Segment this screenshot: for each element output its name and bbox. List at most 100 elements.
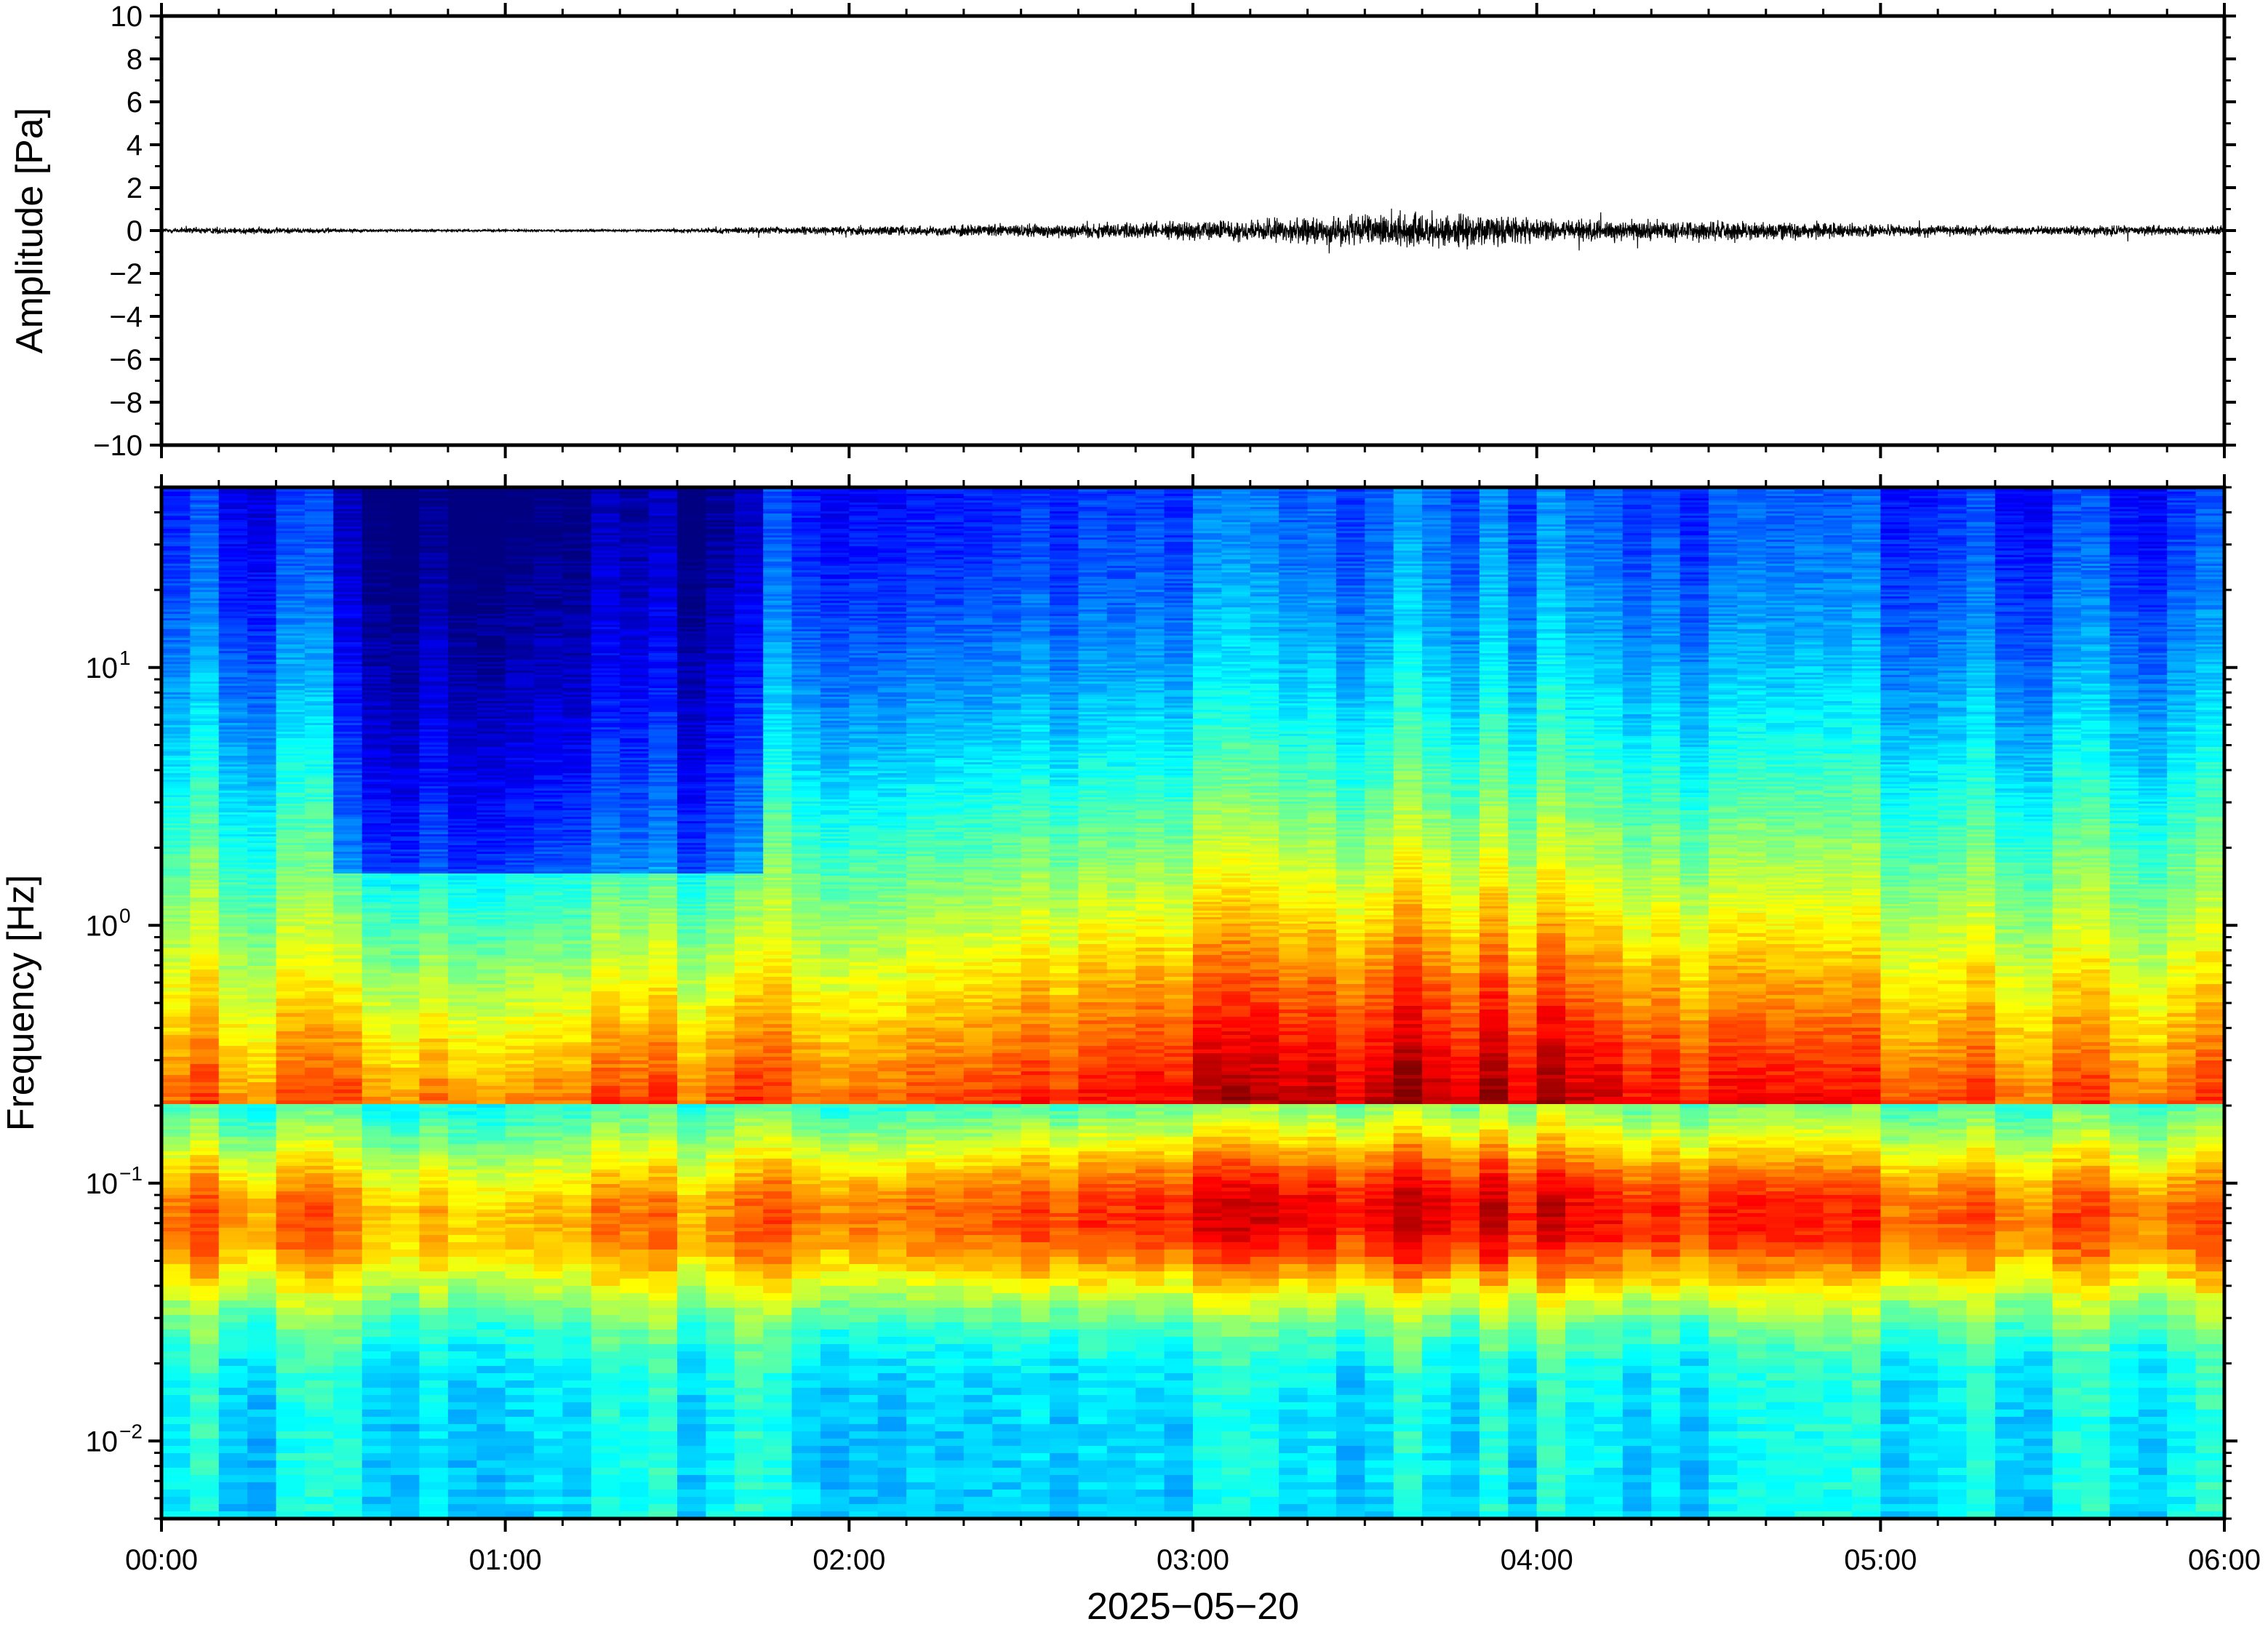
spectrogram-cell [247,1002,276,1007]
spectrogram-cell [276,1286,306,1294]
spectrogram-cell [247,1264,276,1272]
spectrogram-cell [333,980,362,985]
spectrogram-cell [506,988,535,992]
spectrogram-cell [247,1173,276,1178]
spectrogram-cell [219,1050,248,1054]
spectrogram-cell [448,1359,477,1367]
spectrogram-cell [305,1093,334,1098]
spectrogram-cell [391,977,420,981]
spectrogram-cell [247,1130,276,1134]
spectrogram-cell [420,995,449,999]
spectrogram-cell [276,1439,306,1447]
spectrogram-cell [448,1057,477,1061]
spectrogram-cell [506,1344,535,1352]
spectrogram-cell [534,1337,563,1345]
spectrogram-cell [476,1090,506,1094]
spectrogram-cell [420,1217,449,1221]
spectrogram-cell [476,1351,506,1359]
spectrogram-cell [391,1460,420,1468]
spectrogram-cell [161,1206,191,1210]
spectrogram-cell [534,1220,563,1225]
spectrogram-cell [420,1086,449,1090]
spectrogram-cell [190,1202,219,1207]
spectrogram-cell [305,1202,334,1207]
spectrogram-cell [562,1082,591,1087]
waveform-y-tick-label: 6 [127,87,143,119]
spectrogram-cell [219,1035,248,1039]
spectrogram-cell [506,995,535,999]
spectrogram-cell [161,1140,191,1145]
spectrogram-cell [247,1195,276,1199]
spectrogram-cell [534,1035,563,1039]
spectrogram-cell [247,1417,276,1425]
spectrogram-cell [219,955,248,959]
spectrogram-cell [562,1042,591,1047]
spectrogram-cell [362,1257,391,1265]
spectrogram-cell [476,1144,506,1148]
spectrogram-cell [391,970,420,974]
spectrogram-cell [476,1013,506,1018]
spectrogram-cell [305,1155,334,1159]
spectrogram-cell [391,1162,420,1167]
spectrogram-cell [276,926,306,930]
spectrogram-cell [362,1402,391,1410]
spectrogram-cell [391,1191,420,1196]
spectrogram-cell [190,1279,219,1287]
spectrogram-cell [506,962,535,967]
spectrogram-cell [333,1079,362,1083]
spectrogram-cell [362,1344,391,1352]
spectrogram-cell [305,999,334,1003]
spectrogram-cell [333,1497,362,1505]
spectrogram-cell [333,944,362,948]
spectrogram-cell [247,951,276,956]
spectrogram-cell [276,1184,306,1188]
spectrogram-cell [362,959,391,963]
spectrogram-cell [247,1322,276,1330]
spectrogram-cell [506,1504,535,1512]
spectrogram-cell [391,1250,420,1258]
spectrogram-cell [506,1395,535,1403]
spectrogram-cell [276,1199,306,1203]
spectrogram-cell [476,1180,506,1185]
spectrogram-cell [362,1460,391,1468]
spectrogram-cell [420,1460,449,1468]
spectrogram-cell [333,1170,362,1174]
spectrogram-cell [305,1100,334,1105]
spectrogram-cell [276,1293,306,1301]
spectrogram-cell [362,1202,391,1207]
spectrogram-cell [391,1177,420,1181]
spectrogram-cell [276,1191,306,1196]
spectrogram-cell [362,1060,391,1065]
spectrogram-cell [305,959,334,963]
spectrogram-cell [391,1308,420,1316]
spectrogram-cell [534,1224,563,1228]
spectrogram-cell [562,948,591,952]
spectrogram-cell [506,1242,535,1250]
spectrogram-cell [276,948,306,952]
spectrogram-cell [362,1151,391,1156]
spectrogram-cell [448,1300,477,1308]
spectrogram-cell [190,1257,219,1265]
spectrogram-cell [219,930,248,934]
spectrogram-cell [305,1151,334,1156]
spectrogram-cell [276,955,306,959]
spectrogram-cell [420,1013,449,1018]
spectrogram-cell [247,1086,276,1090]
spectrogram-cell [506,1410,535,1418]
spectrogram-cell [161,1130,191,1134]
spectrogram-cell [161,1104,191,1108]
spectrogram-cell [362,970,391,974]
spectrogram-cell [219,995,248,999]
spectrogram-cell [506,1322,535,1330]
spectrogram-cell [506,1140,535,1145]
spectrogram-cell [219,1097,248,1101]
spectrogram-cell [362,1195,391,1199]
spectrogram-cell [190,1071,219,1076]
spectrogram-cell [333,1006,362,1010]
spectrogram-cell [506,948,535,952]
spectrogram-cell [305,1213,334,1218]
spectrogram-cell [420,1402,449,1410]
spectrogram-cell [161,1042,191,1047]
spectrogram-cell [276,1119,306,1123]
